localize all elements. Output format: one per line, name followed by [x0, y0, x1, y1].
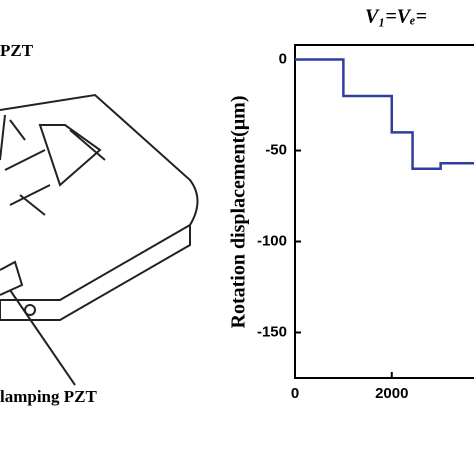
- plot-frame: [294, 44, 474, 379]
- chart-title: V₁=Vₑ=: [365, 6, 427, 28]
- x-tick-label: 0: [291, 385, 299, 402]
- y-tick-label: -100: [257, 232, 287, 249]
- diagram-label: PZT: [0, 41, 34, 60]
- data-line: [295, 58, 474, 170]
- y-tick-label: -150: [257, 323, 287, 340]
- y-axis-label: Rotation displacement(μm): [228, 96, 250, 329]
- device-diagram: PZT lamping PZT: [0, 41, 199, 406]
- y-tick-label: -50: [265, 142, 287, 159]
- y-tick-label: 0: [279, 51, 287, 68]
- x-tick-label: 2000: [375, 385, 408, 402]
- diagram-label: lamping PZT: [0, 387, 97, 406]
